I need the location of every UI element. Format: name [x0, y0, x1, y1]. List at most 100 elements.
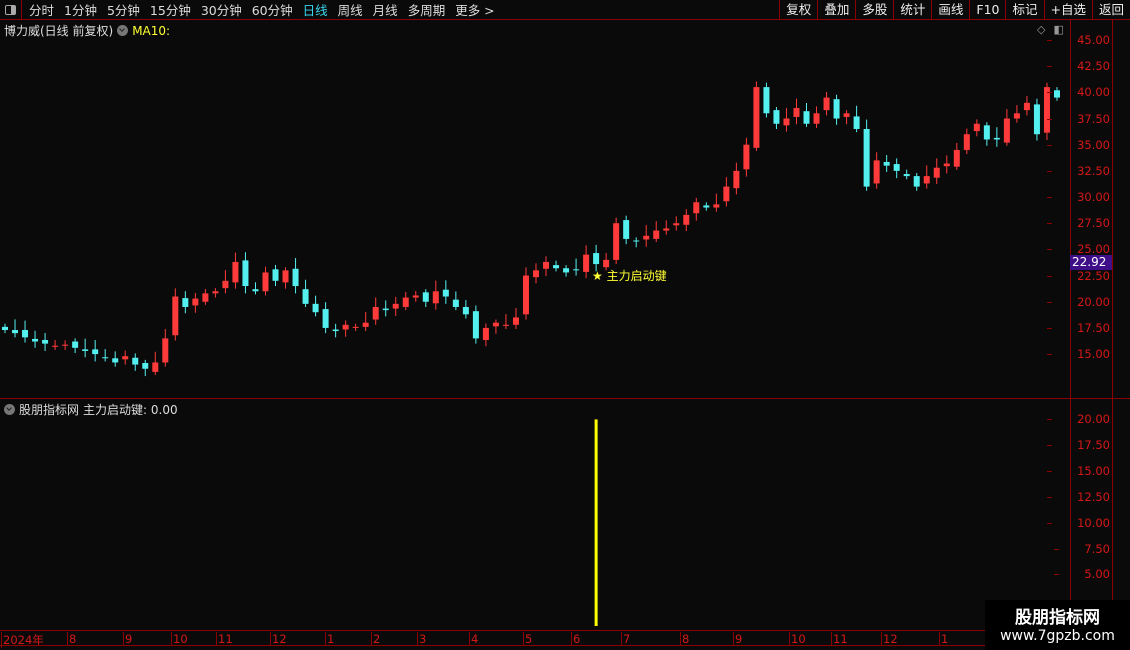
- dropdown-icon[interactable]: [117, 25, 129, 36]
- candle: [452, 291, 459, 311]
- date-axis: 2024年 8 9 10 11 12 1 2 3 4 5 6 7 8 9 10 11 12 1: [0, 630, 1112, 648]
- period-tab[interactable]: 1分钟: [64, 3, 97, 18]
- candle: [392, 296, 399, 316]
- candle: [272, 264, 279, 287]
- period-tab[interactable]: 多周期: [407, 3, 446, 18]
- candle: [883, 155, 890, 172]
- diamond-icon[interactable]: ◇: [1037, 23, 1046, 36]
- candle: [492, 319, 499, 334]
- candle: [943, 155, 950, 174]
- candle: [723, 177, 730, 207]
- candle: [232, 252, 239, 289]
- chart-title: 博力威(日线 前复权) MA10:: [4, 22, 170, 39]
- candle: [202, 288, 209, 305]
- candle: [362, 312, 369, 332]
- x-tick-label: 7: [621, 632, 631, 646]
- y-tick-label: 27.50: [1047, 216, 1110, 231]
- candle: [172, 288, 179, 341]
- period-tab[interactable]: 60分钟: [251, 3, 293, 18]
- candle: [322, 302, 329, 334]
- y-tick-label: 37.50: [1047, 111, 1110, 126]
- tool-button[interactable]: 叠加: [817, 0, 855, 20]
- candle: [1033, 98, 1040, 141]
- candlestick-chart: [2, 81, 1060, 626]
- candle: [302, 279, 309, 307]
- y-tick-label: 7.50: [1054, 541, 1110, 556]
- candle: [613, 217, 620, 265]
- candle: [683, 209, 690, 232]
- candle: [62, 340, 69, 350]
- candle: [282, 267, 289, 289]
- period-tab[interactable]: 月线: [372, 3, 398, 18]
- tool-button[interactable]: 画线: [931, 0, 969, 20]
- layout-toggle-button[interactable]: [0, 0, 22, 20]
- candle: [843, 110, 850, 125]
- candle: [753, 81, 760, 151]
- candle: [412, 291, 419, 302]
- x-tick-label: 8: [680, 632, 690, 646]
- y-tick-label: 32.50: [1047, 163, 1110, 178]
- candle: [92, 339, 99, 362]
- candle: [162, 328, 169, 367]
- candle: [52, 340, 59, 350]
- candle: [713, 193, 720, 212]
- period-tab[interactable]: 日线: [302, 3, 328, 18]
- period-tab[interactable]: 分时: [29, 3, 55, 18]
- candle: [462, 300, 469, 319]
- candle: [482, 323, 489, 347]
- candle: [1043, 82, 1050, 140]
- period-tab[interactable]: 5分钟: [106, 3, 140, 18]
- tool-button[interactable]: 复权: [779, 0, 817, 20]
- tool-button[interactable]: 返回: [1091, 0, 1130, 20]
- panel-icon[interactable]: ◧: [1053, 23, 1064, 36]
- y-tick-label: 22.50: [1047, 268, 1110, 283]
- x-tick-label: 2: [371, 632, 381, 646]
- y-tick-label: 45.00: [1047, 33, 1110, 47]
- x-tick-label: 1: [939, 632, 949, 646]
- indicator-name: 股朋指标网: [19, 403, 80, 417]
- candle: [342, 320, 349, 337]
- candle: [152, 351, 159, 376]
- period-tab[interactable]: 15分钟: [149, 3, 191, 18]
- candle: [623, 215, 630, 245]
- x-tick-label: 9: [123, 632, 133, 646]
- period-tab[interactable]: 更多 >: [455, 3, 495, 18]
- candle: [222, 270, 229, 294]
- tool-button[interactable]: F10: [969, 0, 1005, 20]
- period-tab[interactable]: 30分钟: [200, 3, 242, 18]
- candle: [182, 291, 189, 314]
- candle: [1053, 87, 1060, 101]
- candle: [533, 263, 539, 284]
- candle: [522, 267, 529, 320]
- tool-button[interactable]: 统计: [893, 0, 931, 20]
- candle: [983, 122, 990, 146]
- x-tick-label: 4: [469, 632, 479, 646]
- x-tick-label: 11: [216, 632, 233, 646]
- y-tick-label: 30.00: [1047, 190, 1110, 205]
- tool-button[interactable]: 标记: [1005, 0, 1043, 20]
- candle: [573, 258, 580, 276]
- candle: [1023, 95, 1030, 116]
- dropdown-icon[interactable]: [4, 404, 15, 415]
- candle: [953, 143, 960, 170]
- candle: [863, 119, 870, 191]
- candle: [102, 349, 109, 362]
- side-panel: [1112, 20, 1130, 630]
- tool-button[interactable]: 多股: [855, 0, 893, 20]
- tool-button[interactable]: +自选: [1043, 0, 1092, 20]
- candle: [813, 106, 820, 128]
- period-tab[interactable]: 周线: [337, 3, 363, 18]
- candle: [502, 314, 509, 329]
- candle: [472, 305, 479, 344]
- candle: [873, 152, 880, 189]
- candle: [663, 220, 670, 235]
- candle: [312, 295, 319, 317]
- candle: [252, 282, 259, 295]
- candle: [422, 289, 429, 307]
- candle: [22, 320, 29, 343]
- candle: [132, 353, 139, 371]
- y-tick-label: 10.00: [1047, 515, 1110, 530]
- candle: [923, 165, 930, 189]
- candle: [142, 359, 149, 377]
- panel-icon: [5, 4, 16, 15]
